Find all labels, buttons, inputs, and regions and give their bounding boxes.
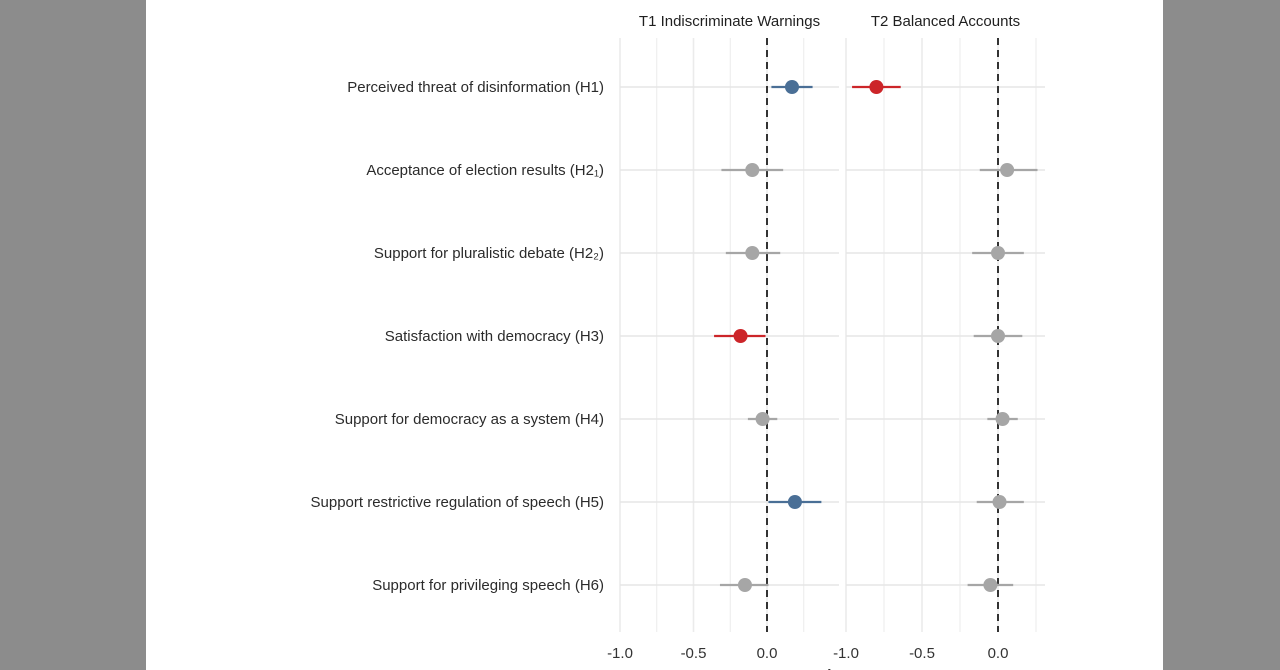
point-estimate bbox=[992, 495, 1007, 509]
row-label: Perceived threat of disinformation (H1) bbox=[347, 79, 604, 96]
point-estimate bbox=[995, 412, 1010, 426]
x-tick-label: 0.0 bbox=[757, 645, 778, 662]
panel-t2-marks bbox=[852, 80, 1038, 592]
point-estimate bbox=[737, 578, 752, 592]
row-label: Support for pluralistic debate (H2₂) bbox=[374, 245, 604, 262]
point-estimate bbox=[991, 246, 1005, 260]
x-tick-label: -0.5 bbox=[681, 645, 707, 662]
point-estimate bbox=[983, 578, 998, 592]
coefficient-chart: Perceived threat of disinformation (H1) A… bbox=[311, 13, 1045, 670]
row-label: Satisfaction with democracy (H3) bbox=[385, 328, 604, 345]
panel-t1-title: T1 Indiscriminate Warnings bbox=[639, 13, 820, 30]
panel-t1: -1.0 -0.5 0.0 T1 Indiscriminate Warnings bbox=[607, 13, 839, 662]
panel-t1-ticks: -1.0 -0.5 0.0 bbox=[607, 645, 777, 662]
x-tick-label: -0.5 bbox=[909, 645, 935, 662]
point-estimate bbox=[869, 80, 884, 94]
figure-page: Perceived threat of disinformation (H1) A… bbox=[146, 0, 1163, 670]
point-estimate bbox=[745, 246, 760, 260]
row-labels: Perceived threat of disinformation (H1) A… bbox=[311, 79, 604, 594]
panel-t1-marks bbox=[714, 80, 822, 592]
row-label: Support for democracy as a system (H4) bbox=[335, 411, 604, 428]
point-estimate bbox=[755, 412, 770, 426]
row-label: Acceptance of election results (H2₁) bbox=[366, 162, 604, 179]
panel-t2-title: T2 Balanced Accounts bbox=[871, 13, 1020, 30]
x-tick-label: 0.0 bbox=[988, 645, 1009, 662]
point-estimate bbox=[733, 329, 748, 343]
point-estimate bbox=[784, 80, 799, 94]
row-label: Support restrictive regulation of speech… bbox=[311, 494, 604, 511]
x-tick-label: -1.0 bbox=[607, 645, 633, 662]
x-tick-label: -1.0 bbox=[833, 645, 859, 662]
x-axis-title: estimate bbox=[806, 667, 867, 670]
panel-t2-ticks: -1.0 -0.5 0.0 bbox=[833, 645, 1008, 662]
row-label: Support for privileging speech (H6) bbox=[372, 577, 604, 594]
point-estimate bbox=[745, 163, 760, 177]
panel-t2: -1.0 -0.5 0.0 T2 Balanced Accounts bbox=[833, 13, 1045, 662]
point-estimate bbox=[1000, 163, 1015, 177]
point-estimate bbox=[991, 329, 1005, 343]
point-estimate bbox=[787, 495, 802, 509]
